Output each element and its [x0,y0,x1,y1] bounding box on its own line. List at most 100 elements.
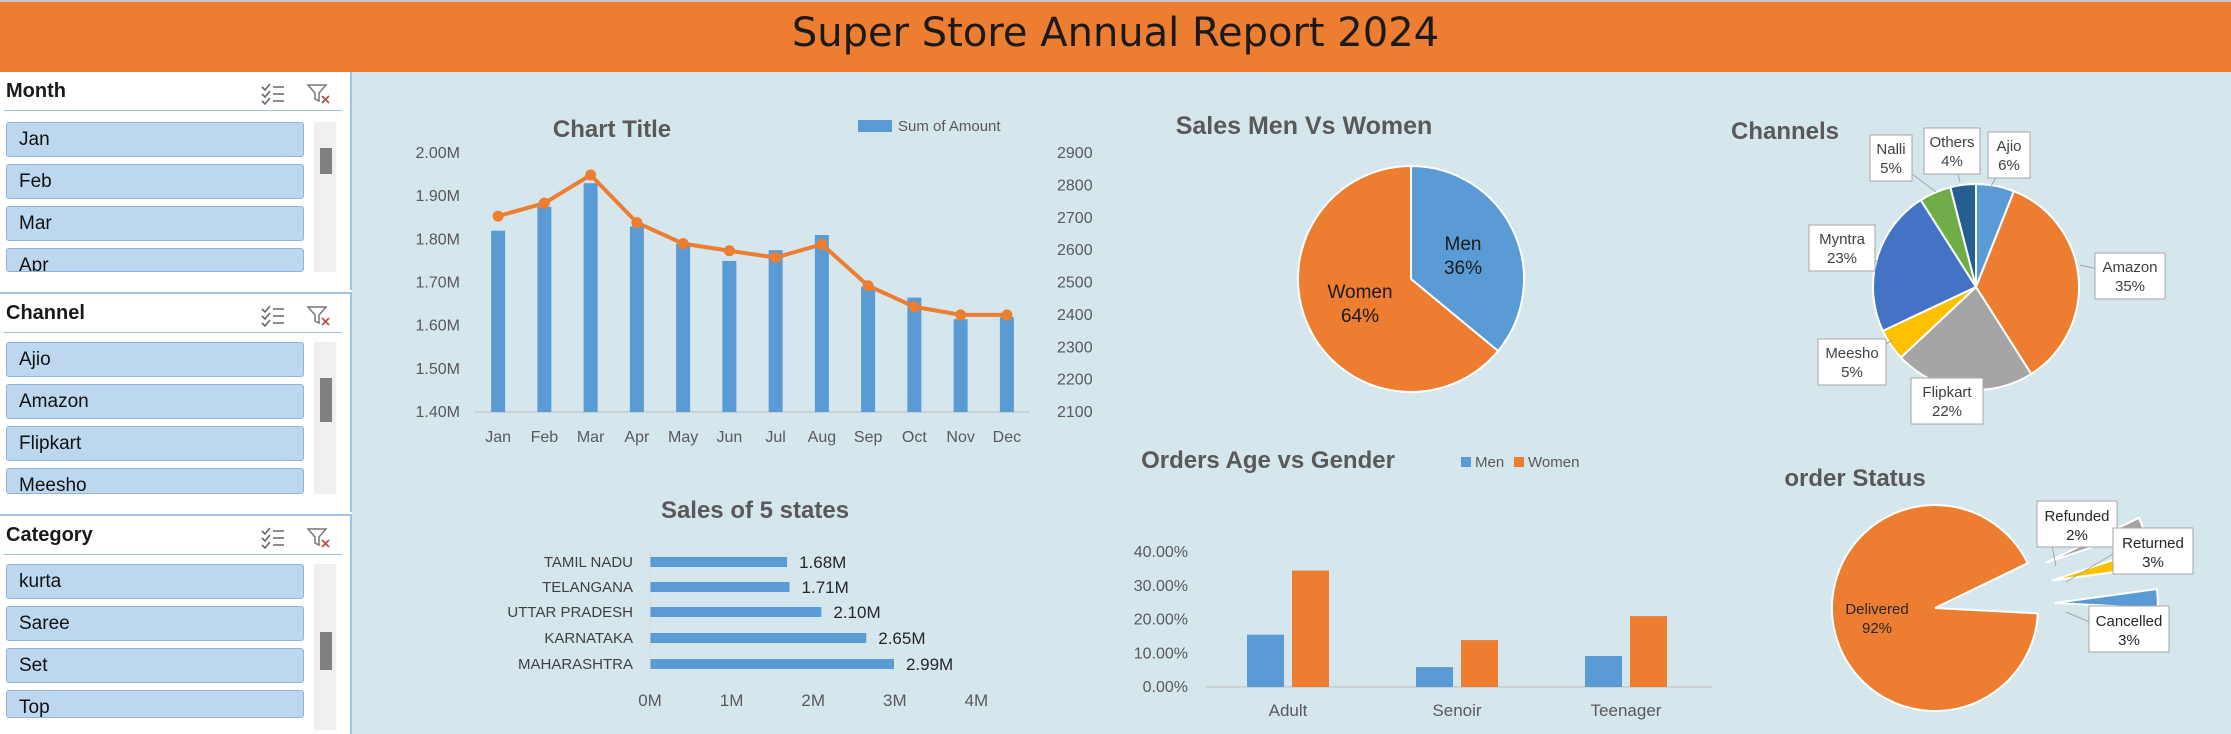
slice-percent: 22% [1932,403,1962,420]
x-tick-label: Aug [808,429,836,446]
slicer-separator [0,292,352,294]
y-right-tick-label: 2500 [1057,275,1093,292]
x-tick-label: 2M [801,691,825,710]
x-tick-label: 3M [883,691,907,710]
x-tick-label: 1M [720,691,744,710]
slicer-divider-line [4,332,342,333]
y-left-tick-label: 1.40M [416,404,460,421]
slicer-item[interactable]: Feb [6,164,304,199]
slice-percent: 64% [1341,306,1379,327]
slicer-item[interactable]: Amazon [6,384,304,419]
legend-swatch [1514,457,1524,467]
slicer-divider-line [4,554,342,555]
legend-label: Men [1475,454,1504,471]
bar [650,557,788,567]
slice-label: Returned [2122,535,2184,552]
clear-filter-icon[interactable] [306,526,332,550]
y-left-tick-label: 1.60M [416,318,460,335]
slicer-item[interactable]: Apr [6,248,304,272]
y-right-tick-label: 2400 [1057,307,1093,324]
y-right-tick-label: 2100 [1057,404,1093,421]
slicer-item[interactable]: Meesho [6,468,304,494]
slicer-divider-line [4,110,342,111]
slicer-month: Month Jan Feb Mar Apr [0,72,352,290]
bar [676,243,691,412]
report-header: Super Store Annual Report 2024 [0,0,2231,72]
y-tick-label: 40.00% [1134,544,1188,561]
slicer-channel: Channel Ajio Amazon Flipkart Meesho [0,294,352,512]
y-tick-label: 20.00% [1134,612,1188,629]
line-point [677,238,689,250]
slice-label: Meesho [1825,345,1878,362]
chart-title: order Status [1784,465,1925,492]
x-tick-label: Dec [993,429,1021,446]
pie-slice [1831,504,2039,712]
slice-percent: 5% [1841,364,1863,381]
scrollbar-thumb[interactable] [320,148,332,174]
slice-percent: 35% [2115,278,2145,295]
slicer-scrollbar[interactable] [314,342,336,494]
slicer-scrollbar[interactable] [314,564,336,730]
multi-select-icon[interactable] [260,526,286,550]
slice-label: Cancelled [2096,613,2163,630]
scrollbar-thumb[interactable] [320,378,332,422]
y-tick-label: 10.00% [1134,645,1188,662]
slicer-title: Category [6,524,93,546]
x-tick-label: Sep [854,429,883,446]
label-box [1910,377,1984,425]
chart-title: Orders Age vs Gender [1141,447,1395,474]
line-point [723,245,735,257]
gender-pie-chart: Sales Men Vs Women Men 36% Women 64% [1176,112,1525,393]
slicer-item[interactable]: Jan [6,122,304,157]
slice-label: Men [1445,234,1482,255]
data-label: 2.99M [906,655,953,674]
x-tick-label: Nov [946,429,974,446]
bar [650,659,894,669]
legend-swatch [858,120,892,132]
slicer-item[interactable]: Ajio [6,342,304,377]
label-box [2036,500,2118,548]
label-box [1869,134,1913,182]
label-box [2112,527,2194,575]
label-box [1923,127,1981,175]
y-left-tick-label: 2.00M [416,145,460,162]
clear-filter-icon[interactable] [306,304,332,328]
chart-title: Channels [1731,118,1839,145]
clear-filter-icon[interactable] [306,82,332,106]
line-series [497,172,1007,317]
slicer-item[interactable]: kurta [6,564,304,599]
slice-label: Flipkart [1922,384,1972,401]
slicer-item[interactable]: Saree [6,606,304,641]
slicer-item[interactable]: Set [6,648,304,683]
bar [861,286,876,412]
bar [953,319,968,412]
scrollbar-thumb[interactable] [320,632,332,670]
multi-select-icon[interactable] [260,82,286,106]
line-point [770,252,782,264]
age-gender-chart: Orders Age vs Gender Men Women 0.00% 10.00% 2… [1134,447,1712,720]
slice-label: Ajio [1996,138,2021,155]
bar [1416,667,1453,687]
states-sales-chart: Sales of 5 states TAMIL NADU 1.68M TELANGAN… [507,497,988,710]
pie-slice [1949,182,1977,288]
line-point [538,197,550,209]
chart-title: Chart Title [553,116,671,143]
slice-percent: 3% [2118,632,2140,649]
label-box [1808,224,1876,272]
x-tick-label: Feb [531,429,559,446]
y-tick-label: UTTAR PRADESH [507,604,633,621]
y-right-tick-label: 2600 [1057,242,1093,259]
x-tick-label: Apr [624,429,650,446]
slicer-item[interactable]: Flipkart [6,426,304,461]
slicer-scrollbar[interactable] [314,122,336,272]
label-box [1817,338,1887,386]
y-tick-label: TAMIL NADU [544,554,633,571]
legend-label: Women [1528,454,1579,471]
slicer-item[interactable]: Top [6,690,304,718]
slicer-item[interactable]: Mar [6,206,304,241]
line-point [492,210,504,222]
monthly-sales-chart: Chart Title Sum of Amount 1.40M 1.50M 1.60M 1… [416,116,1093,446]
multi-select-icon[interactable] [260,304,286,328]
x-tick-label: Senoir [1432,701,1481,720]
x-tick-label: 4M [965,691,989,710]
